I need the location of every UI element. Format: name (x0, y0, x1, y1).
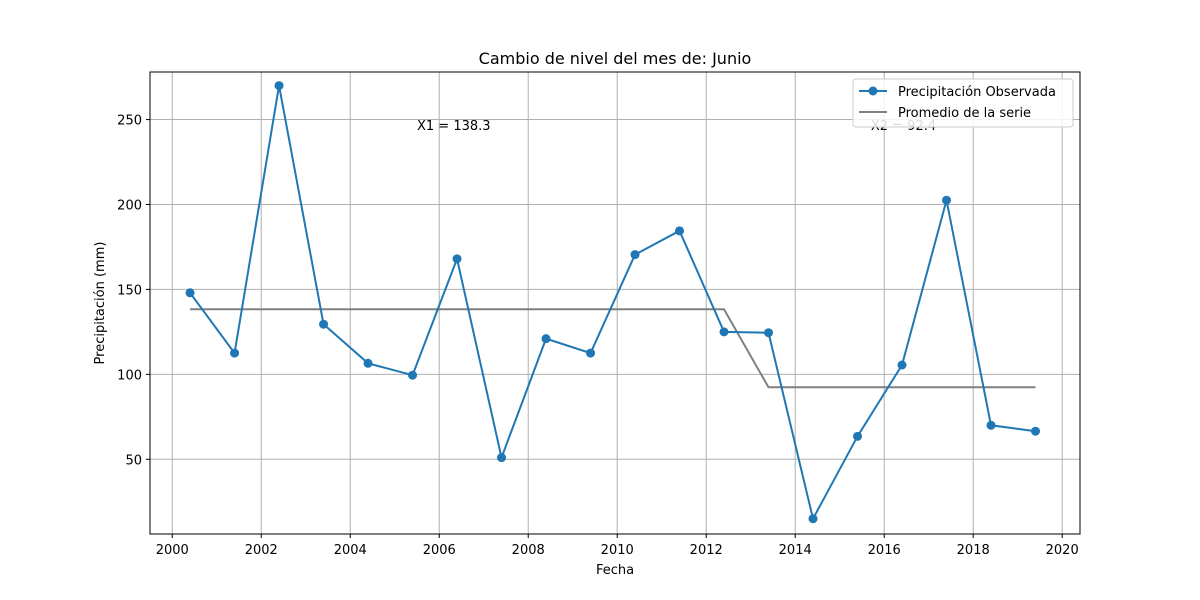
mean-series-line (190, 308, 1036, 389)
x-tick-label: 2008 (512, 543, 545, 558)
x-tick-label: 2006 (423, 543, 456, 558)
y-tick-label: 50 (125, 453, 142, 468)
y-axis-label: Precipitación (mm) (93, 242, 108, 365)
observed-point (541, 334, 551, 344)
observed-series (185, 81, 1041, 524)
observed-point (230, 348, 240, 358)
observed-point (319, 319, 329, 329)
x-tick-label: 2014 (779, 543, 812, 558)
observed-point (764, 328, 774, 338)
x-tick-label: 2002 (245, 543, 278, 558)
chart-title: Cambio de nivel del mes de: Junio (479, 49, 752, 68)
x-tick-label: 2012 (690, 543, 723, 558)
observed-point (897, 360, 907, 370)
grid (150, 72, 1080, 534)
observed-point (675, 226, 685, 236)
observed-point (586, 348, 596, 358)
observed-point (452, 254, 462, 264)
y-tick-label: 150 (117, 283, 142, 298)
legend-label-mean: Promedio de la serie (898, 106, 1031, 121)
x-axis: 2000 2002 2004 2006 2008 2010 2012 2014 2016 2018… (156, 534, 1079, 558)
observed-point (808, 514, 818, 524)
x-tick-label: 2018 (957, 543, 990, 558)
observed-point (497, 453, 507, 463)
observed-point (853, 431, 863, 441)
legend-label-observed: Precipitación Observada (898, 85, 1056, 100)
y-axis: 50 100 150 200 250 (117, 114, 150, 468)
legend: Precipitación Observada Promedio de la s… (852, 78, 1074, 128)
observed-point (185, 288, 195, 298)
y-tick-label: 250 (117, 114, 142, 129)
x-tick-label: 2020 (1046, 543, 1079, 558)
observed-point (408, 370, 418, 380)
mean-series (190, 308, 1036, 389)
observed-series-line (189, 85, 1036, 522)
observed-point (986, 420, 996, 430)
plot-frame (149, 71, 1081, 535)
y-tick-label: 200 (117, 198, 142, 213)
legend-box (852, 78, 1074, 128)
observed-point (942, 195, 952, 205)
x-tick-label: 2016 (868, 543, 901, 558)
observed-point (363, 358, 373, 368)
y-tick-label: 100 (117, 368, 142, 383)
observed-point (1031, 426, 1041, 436)
annotation-label: X1 = 138.3 (417, 119, 491, 134)
observed-point (630, 250, 640, 260)
observed-point (274, 81, 284, 91)
legend-marker-observed (868, 86, 878, 96)
x-tick-label: 2010 (601, 543, 634, 558)
x-axis-label: Fecha (596, 563, 634, 578)
observed-point (719, 327, 729, 337)
x-tick-label: 2000 (156, 543, 189, 558)
x-tick-label: 2004 (334, 543, 367, 558)
